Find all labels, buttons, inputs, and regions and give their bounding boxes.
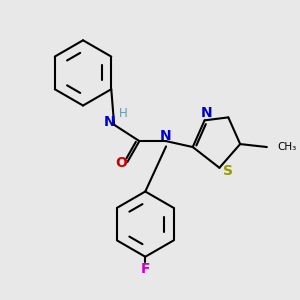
Text: F: F xyxy=(140,262,150,276)
Text: O: O xyxy=(115,156,127,170)
Text: N: N xyxy=(160,129,172,143)
Text: N: N xyxy=(104,115,116,129)
Text: S: S xyxy=(223,164,233,178)
Text: N: N xyxy=(200,106,212,120)
Text: CH₃: CH₃ xyxy=(277,142,296,152)
Text: H: H xyxy=(119,107,128,120)
